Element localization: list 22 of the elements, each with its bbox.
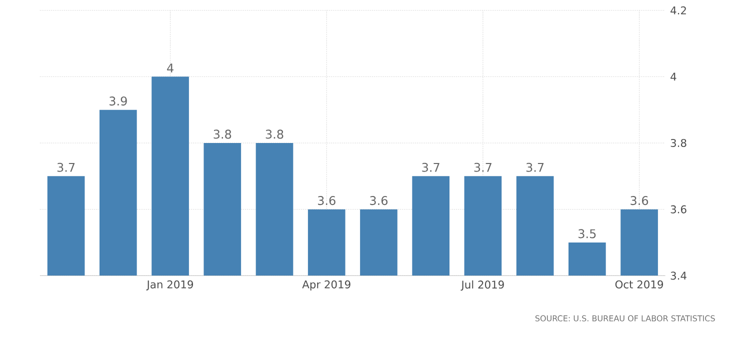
y-tick-label: 3.6: [670, 205, 686, 214]
x-tick-label: Jan 2019: [146, 280, 194, 290]
y-tick-label: 3.8: [670, 138, 686, 148]
data-label: 4: [167, 64, 174, 72]
data-label: 3.7: [526, 162, 544, 172]
data-label: 3.8: [266, 130, 284, 139]
y-tick-label: 4.2: [670, 6, 686, 14]
data-label: 3.7: [57, 162, 75, 172]
data-label: 3.6: [370, 196, 388, 206]
x-tick-label: Apr 2019: [302, 280, 350, 291]
data-label: 3.6: [630, 196, 648, 206]
x-tick-label: Oct 2019: [615, 280, 664, 288]
y-tick-label: 4: [670, 72, 676, 81]
data-label: 3.7: [474, 162, 492, 172]
data-label: 3.9: [110, 96, 127, 106]
data-label: 3.8: [214, 130, 232, 139]
data-label: 3.6: [318, 196, 336, 206]
data-label: 3.5: [578, 229, 596, 238]
x-tick-label: Jul 2019: [460, 280, 504, 291]
source-note: SOURCE: U.S. BUREAU OF LABOR STATISTICS: [535, 315, 715, 322]
data-label: 3.7: [422, 162, 440, 172]
y-tick-label: 3.4: [670, 272, 686, 280]
